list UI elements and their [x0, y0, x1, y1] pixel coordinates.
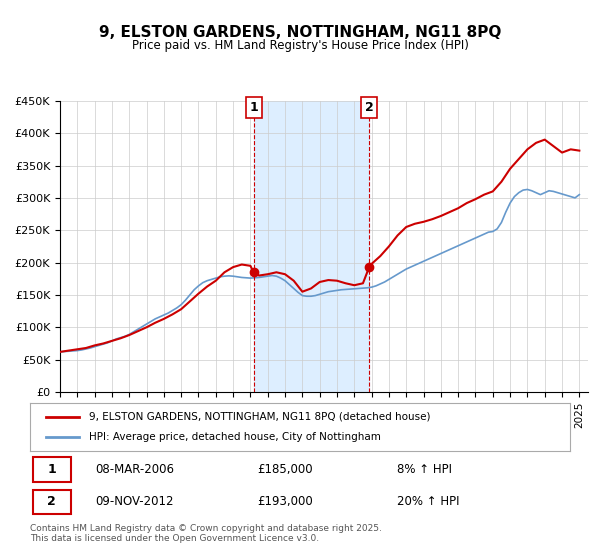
- 9, ELSTON GARDENS, NOTTINGHAM, NG11 8PQ (detached house): [411, 221, 418, 227]
- HPI: Average price, detached house, City of Nottingham: (2.01e+03, 1.7e+05): Average price, detached house, City of N…: [381, 279, 388, 286]
- 9, ELSTON GARDENS, NOTTINGHAM, NG11 8PQ (detached house): [567, 146, 574, 153]
- HPI: Average price, detached house, City of Nottingham: (2.02e+03, 3.05e+05): Average price, detached house, City of N…: [576, 192, 583, 198]
- Text: 9, ELSTON GARDENS, NOTTINGHAM, NG11 8PQ: 9, ELSTON GARDENS, NOTTINGHAM, NG11 8PQ: [99, 25, 501, 40]
- HPI: Average price, detached house, City of Nottingham: (2e+03, 1.35e+05): Average price, detached house, City of N…: [178, 301, 185, 308]
- Text: £185,000: £185,000: [257, 463, 313, 476]
- Bar: [254, 101, 369, 392]
- 9, ELSTON GARDENS, NOTTINGHAM, NG11 8PQ (detached house): [316, 279, 323, 286]
- Text: HPI: Average price, detached house, City of Nottingham: HPI: Average price, detached house, City…: [89, 432, 381, 442]
- Text: 1: 1: [47, 463, 56, 476]
- Text: 20% ↑ HPI: 20% ↑ HPI: [397, 496, 460, 508]
- 9, ELSTON GARDENS, NOTTINGHAM, NG11 8PQ (detached house): [576, 147, 583, 154]
- HPI: Average price, detached house, City of Nottingham: (2e+03, 6.2e+04): Average price, detached house, City of N…: [56, 348, 64, 355]
- Text: 2: 2: [47, 496, 56, 508]
- Line: 9, ELSTON GARDENS, NOTTINGHAM, NG11 8PQ (detached house): 9, ELSTON GARDENS, NOTTINGHAM, NG11 8PQ …: [60, 139, 580, 352]
- HPI: Average price, detached house, City of Nottingham: (2.01e+03, 1.76e+05): Average price, detached house, City of N…: [277, 275, 284, 282]
- HPI: Average price, detached house, City of Nottingham: (2.02e+03, 3.13e+05): Average price, detached house, City of N…: [524, 186, 531, 193]
- Text: 8% ↑ HPI: 8% ↑ HPI: [397, 463, 452, 476]
- HPI: Average price, detached house, City of Nottingham: (2e+03, 7.9e+04): Average price, detached house, City of N…: [109, 338, 116, 344]
- FancyBboxPatch shape: [33, 458, 71, 482]
- Text: 09-NOV-2012: 09-NOV-2012: [95, 496, 173, 508]
- Text: 1: 1: [250, 101, 258, 114]
- 9, ELSTON GARDENS, NOTTINGHAM, NG11 8PQ (detached house): [221, 269, 228, 276]
- 9, ELSTON GARDENS, NOTTINGHAM, NG11 8PQ (detached house): [203, 283, 211, 290]
- Text: 2: 2: [365, 101, 374, 114]
- HPI: Average price, detached house, City of Nottingham: (2.02e+03, 3.11e+05): Average price, detached house, City of N…: [545, 188, 553, 194]
- 9, ELSTON GARDENS, NOTTINGHAM, NG11 8PQ (detached house): [56, 348, 64, 355]
- Text: Contains HM Land Registry data © Crown copyright and database right 2025.
This d: Contains HM Land Registry data © Crown c…: [30, 524, 382, 543]
- Text: Price paid vs. HM Land Registry's House Price Index (HPI): Price paid vs. HM Land Registry's House …: [131, 39, 469, 52]
- Text: 08-MAR-2006: 08-MAR-2006: [95, 463, 174, 476]
- 9, ELSTON GARDENS, NOTTINGHAM, NG11 8PQ (detached house): [541, 136, 548, 143]
- HPI: Average price, detached house, City of Nottingham: (2.02e+03, 1.93e+05): Average price, detached house, City of N…: [407, 264, 414, 270]
- FancyBboxPatch shape: [33, 489, 71, 514]
- Text: 9, ELSTON GARDENS, NOTTINGHAM, NG11 8PQ (detached house): 9, ELSTON GARDENS, NOTTINGHAM, NG11 8PQ …: [89, 412, 431, 422]
- Line: HPI: Average price, detached house, City of Nottingham: HPI: Average price, detached house, City…: [60, 189, 580, 352]
- Text: £193,000: £193,000: [257, 496, 313, 508]
- 9, ELSTON GARDENS, NOTTINGHAM, NG11 8PQ (detached house): [299, 288, 306, 295]
